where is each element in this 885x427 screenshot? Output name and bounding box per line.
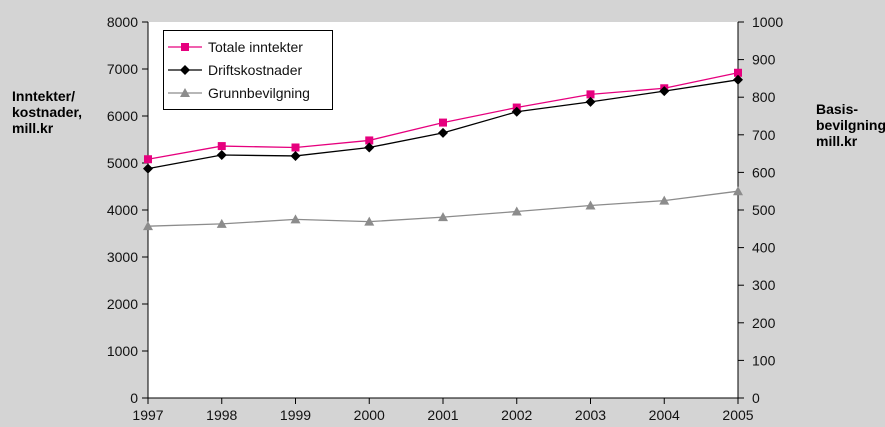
data-point-driftskostnader — [585, 96, 596, 107]
left-tick-label: 0 — [130, 390, 138, 406]
legend-item-driftskostnader: Driftskostnader — [164, 58, 332, 81]
series-layer — [143, 68, 743, 231]
right-tick-label: 100 — [752, 352, 776, 368]
data-point-driftskostnader — [659, 86, 670, 97]
data-point-totale-inntekter — [291, 143, 300, 152]
legend-marker-grunnbevilgning — [180, 87, 190, 97]
data-point-driftskostnader — [143, 163, 153, 174]
right-tick-label: 400 — [752, 240, 776, 256]
legend-swatch-driftskostnader — [168, 64, 202, 75]
right-tick-label: 300 — [752, 277, 776, 293]
legend-swatch-totale-inntekter — [168, 42, 202, 51]
data-point-driftskostnader — [438, 127, 448, 138]
x-tick-label: 2003 — [575, 407, 606, 423]
right-tick-label: 800 — [752, 89, 776, 105]
left-tick-label: 5000 — [107, 155, 138, 171]
data-point-driftskostnader — [290, 150, 301, 161]
x-tick-label: 2000 — [354, 407, 385, 423]
data-point-driftskostnader — [216, 150, 227, 161]
left-tick-label: 6000 — [107, 108, 138, 124]
data-point-grunnbevilgning — [143, 221, 153, 231]
data-point-grunnbevilgning — [364, 216, 375, 226]
x-tick-label: 1997 — [132, 407, 163, 423]
data-point-totale-inntekter — [439, 118, 447, 127]
series-driftskostnader — [143, 74, 743, 174]
data-point-grunnbevilgning — [290, 214, 301, 224]
left-tick-label: 7000 — [107, 61, 138, 77]
right-tick-label: 500 — [752, 202, 776, 218]
y-axis-label-left: Inntekter/ kostnader, mill.kr — [12, 88, 83, 136]
right-tick-label: 700 — [752, 127, 776, 143]
right-tick-label: 200 — [752, 315, 776, 331]
data-point-driftskostnader — [364, 142, 375, 153]
legend-marker-driftskostnader — [180, 64, 190, 75]
legend-label: Grunnbevilgning — [208, 84, 310, 101]
left-tick-label: 3000 — [107, 249, 138, 265]
data-point-grunnbevilgning — [585, 200, 596, 210]
right-tick-label: 0 — [752, 390, 760, 406]
x-tick-label: 1999 — [280, 407, 311, 423]
legend-label: Driftskostnader — [208, 61, 303, 78]
data-point-driftskostnader — [733, 74, 743, 85]
x-tick-label: 2005 — [722, 407, 753, 423]
data-point-grunnbevilgning — [438, 212, 448, 222]
legend-item-totale-inntekter: Totale inntekter — [164, 35, 332, 58]
right-tick-label: 900 — [752, 52, 776, 68]
data-point-driftskostnader — [511, 106, 522, 117]
x-axis-ticks: 1997 1998 1999 2000 2001 2002 2003 2004 2005 — [132, 398, 754, 423]
right-tick-label: 1000 — [752, 14, 783, 30]
left-tick-label: 1000 — [107, 343, 138, 359]
left-axis-ticks: 0 1000 2000 3000 4000 5000 6000 7000 8000 — [107, 14, 148, 406]
series-grunnbevilgning — [143, 186, 743, 231]
legend: Totale inntekter Driftskostnader Grunnbevi… — [163, 30, 333, 110]
data-point-totale-inntekter — [144, 155, 152, 164]
data-point-totale-inntekter — [734, 68, 742, 77]
data-point-totale-inntekter — [365, 136, 374, 145]
legend-marker-totale-inntekter — [181, 42, 189, 51]
y-axis-label-right: Basis- bevilgning, mill.kr — [816, 101, 885, 149]
legend-swatch-grunnbevilgning — [168, 87, 202, 97]
x-tick-label: 2001 — [427, 407, 458, 423]
data-point-grunnbevilgning — [511, 206, 522, 216]
data-point-totale-inntekter — [217, 142, 226, 151]
x-tick-label: 2004 — [649, 407, 680, 423]
data-point-totale-inntekter — [586, 90, 595, 99]
x-tick-label: 2002 — [501, 407, 532, 423]
right-axis-ticks: 0 100 200 300 400 500 600 700 800 900 1000 — [738, 14, 783, 406]
legend-label: Totale inntekter — [208, 38, 303, 55]
data-point-grunnbevilgning — [659, 195, 670, 205]
data-point-grunnbevilgning — [733, 186, 743, 196]
left-tick-label: 8000 — [107, 14, 138, 30]
left-tick-label: 2000 — [107, 296, 138, 312]
left-tick-label: 4000 — [107, 202, 138, 218]
x-tick-label: 1998 — [206, 407, 237, 423]
legend-item-grunnbevilgning: Grunnbevilgning — [164, 81, 332, 104]
data-point-grunnbevilgning — [216, 218, 227, 228]
right-tick-label: 600 — [752, 164, 776, 180]
